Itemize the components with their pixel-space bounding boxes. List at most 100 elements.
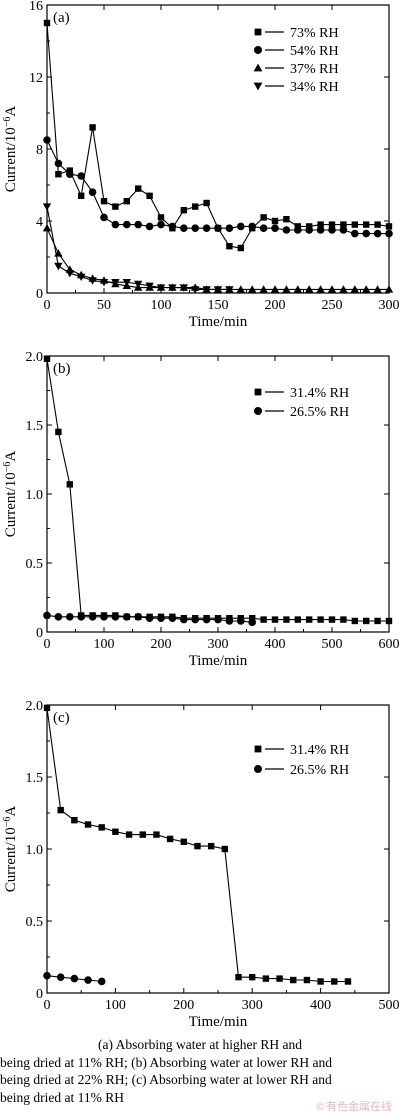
legend-label: 54% RH bbox=[290, 44, 339, 59]
y-tick-label: 1.0 bbox=[26, 488, 44, 503]
data-point bbox=[328, 616, 336, 623]
data-point bbox=[362, 229, 371, 238]
data-point bbox=[191, 286, 200, 294]
x-tick-label: 400 bbox=[265, 637, 286, 652]
data-point bbox=[225, 617, 234, 625]
data-point bbox=[237, 222, 245, 231]
data-point bbox=[145, 282, 154, 290]
data-point bbox=[145, 614, 154, 622]
data-point bbox=[157, 614, 165, 622]
data-point bbox=[328, 226, 336, 234]
data-point bbox=[112, 828, 119, 835]
legend-label: 26.5% RH bbox=[290, 405, 349, 420]
data-point bbox=[98, 824, 105, 831]
data-point bbox=[78, 192, 85, 199]
data-point bbox=[340, 616, 347, 623]
x-axis-label: Time/min bbox=[189, 314, 248, 330]
data-point bbox=[43, 19, 51, 27]
data-point bbox=[57, 806, 64, 814]
x-tick-label: 0 bbox=[44, 298, 51, 313]
data-point bbox=[71, 817, 78, 824]
data-point bbox=[317, 221, 324, 228]
y-tick-label: 1.0 bbox=[26, 843, 44, 858]
data-point bbox=[54, 262, 63, 271]
data-point bbox=[283, 216, 290, 223]
series-line bbox=[46, 206, 230, 290]
data-point bbox=[248, 618, 256, 627]
data-point bbox=[42, 224, 52, 232]
data-point bbox=[88, 277, 97, 285]
data-point bbox=[270, 285, 280, 293]
data-point bbox=[385, 223, 393, 230]
data-point bbox=[327, 285, 337, 293]
data-point bbox=[99, 279, 109, 287]
data-point bbox=[214, 615, 222, 624]
y-tick-label: 0 bbox=[36, 626, 43, 641]
y-tick-label: 1.5 bbox=[26, 419, 44, 434]
y-axis-label: Current/10−6A bbox=[2, 106, 20, 193]
x-tick-label: 500 bbox=[322, 637, 343, 652]
data-point bbox=[97, 977, 106, 986]
data-point bbox=[43, 355, 51, 362]
data-point bbox=[225, 224, 234, 232]
y-axis-label: Current/10−6A bbox=[2, 806, 20, 893]
x-tick-label: 300 bbox=[242, 998, 263, 1013]
data-point bbox=[180, 224, 188, 232]
data-point bbox=[316, 285, 325, 293]
y-tick-label: 0 bbox=[36, 987, 43, 1002]
data-point bbox=[374, 617, 381, 625]
legend-marker bbox=[254, 388, 262, 396]
data-point bbox=[139, 831, 146, 838]
data-point bbox=[225, 286, 234, 294]
data-point bbox=[70, 974, 79, 983]
x-tick-label: 50 bbox=[97, 298, 111, 313]
data-point bbox=[249, 973, 256, 981]
data-point bbox=[77, 172, 85, 180]
data-point bbox=[66, 613, 74, 621]
data-point bbox=[249, 615, 256, 622]
y-tick-label: 16 bbox=[29, 0, 43, 14]
data-point bbox=[373, 285, 382, 293]
data-point bbox=[362, 285, 371, 293]
data-point bbox=[207, 842, 215, 850]
legend-marker bbox=[254, 407, 262, 415]
data-point bbox=[145, 222, 154, 231]
data-point bbox=[339, 226, 348, 234]
data-point bbox=[331, 978, 338, 985]
data-point bbox=[55, 171, 62, 178]
x-tick-label: 0 bbox=[44, 637, 51, 652]
y-tick-label: 12 bbox=[29, 71, 43, 86]
data-point bbox=[248, 222, 256, 231]
x-tick-label: 300 bbox=[379, 298, 400, 313]
data-point bbox=[125, 831, 133, 838]
legend-label: 26.5% RH bbox=[290, 763, 349, 778]
y-tick-label: 4 bbox=[36, 215, 43, 230]
y-tick-label: 0 bbox=[36, 287, 43, 302]
data-point bbox=[260, 214, 267, 221]
chart-panel-b: 0 100 200 300 400 500 600 0 0.5 1.0 1.5 2.0 Time/min… bbox=[2, 350, 400, 669]
data-point bbox=[271, 616, 279, 623]
data-point bbox=[303, 976, 311, 984]
data-point bbox=[180, 615, 188, 624]
data-point bbox=[283, 616, 290, 623]
x-tick-label: 250 bbox=[322, 298, 343, 313]
data-point bbox=[122, 279, 131, 287]
data-point bbox=[111, 220, 120, 229]
data-point bbox=[179, 284, 188, 292]
data-point bbox=[194, 842, 201, 850]
data-point bbox=[363, 617, 370, 625]
x-tick-label: 150 bbox=[208, 298, 229, 313]
data-point bbox=[340, 221, 347, 228]
data-point bbox=[66, 481, 73, 488]
data-point bbox=[180, 838, 187, 845]
data-point bbox=[54, 159, 63, 168]
y-tick-label: 2.0 bbox=[26, 699, 44, 714]
data-point bbox=[317, 616, 324, 623]
data-point bbox=[191, 224, 199, 232]
data-point bbox=[100, 213, 108, 222]
caption-line-1: (a) Absorbing water at higher RH and bbox=[98, 1037, 302, 1052]
data-point bbox=[248, 285, 257, 293]
data-point bbox=[282, 285, 291, 293]
data-point bbox=[77, 613, 85, 621]
x-axis-label: Time/min bbox=[189, 653, 248, 669]
